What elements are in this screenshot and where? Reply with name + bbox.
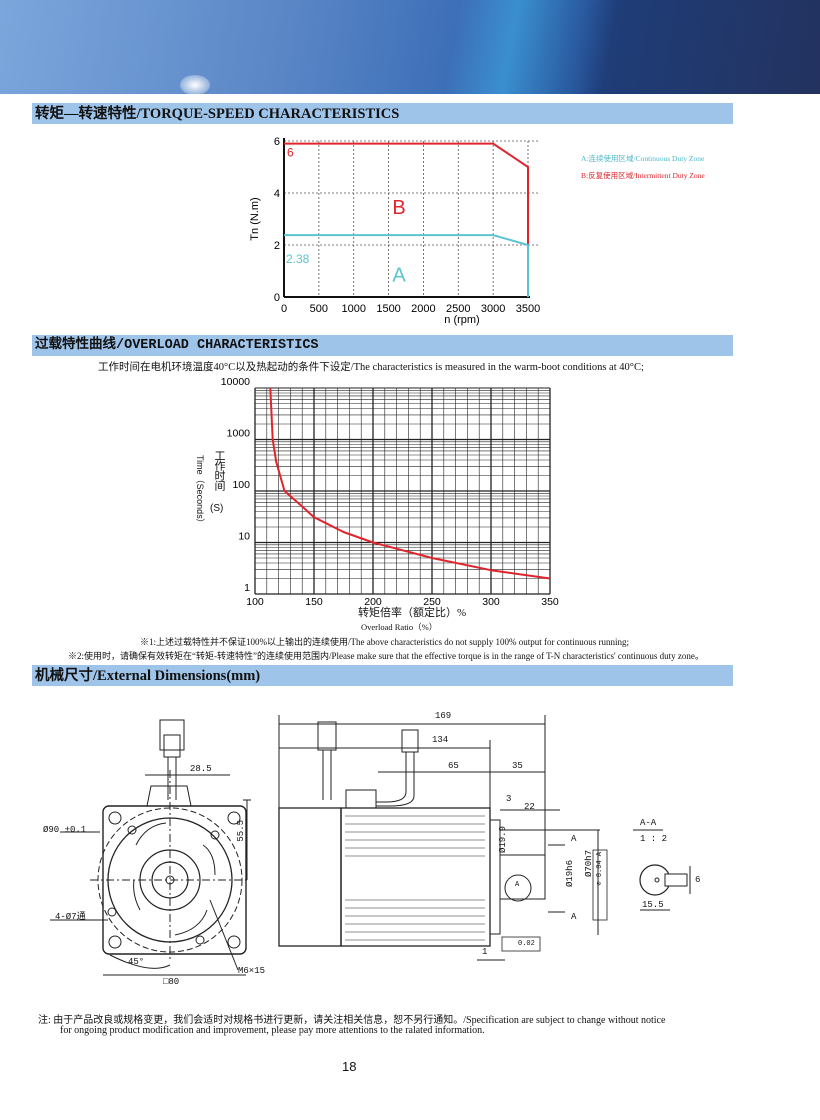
x-tick-label: 1500 — [376, 303, 400, 315]
y-tick-label: 10 — [238, 531, 250, 543]
dimensions-section-title: 机械尺寸/External Dimensions(mm) — [32, 665, 733, 686]
y-tick-label: 2 — [274, 240, 280, 252]
dim-19-9: Ø19.9 — [498, 826, 508, 854]
section-mark-bottom: A — [571, 912, 577, 922]
dim-6: 6 — [695, 875, 701, 885]
zone-a-label: A — [392, 264, 406, 286]
series-line-b — [284, 142, 529, 245]
torque-section-title: 转矩—转速特性/TORQUE-SPEED CHARACTERISTICS — [32, 103, 733, 124]
header-banner — [0, 0, 820, 95]
footer-note-line2: for ongoing product modification and imp… — [60, 1025, 485, 1036]
dim-22: 22 — [524, 802, 535, 812]
y-tick-label: 4 — [274, 188, 280, 200]
x-tick-label: 2500 — [446, 303, 470, 315]
dim-70h7: Ø70h7 — [584, 850, 594, 878]
side-view — [278, 715, 608, 961]
runout-value: 0.02 — [518, 940, 535, 948]
y-tick-label: 1 — [244, 582, 250, 594]
x-tick-label: 3000 — [481, 303, 505, 315]
dim-angle: 45° — [128, 957, 145, 967]
x-tick-label: 150 — [305, 596, 323, 608]
dim-134: 134 — [432, 735, 449, 745]
x-tick-label: 500 — [310, 303, 328, 315]
section-view — [633, 829, 691, 911]
zone-b-label: B — [392, 197, 405, 219]
overload-note-2: ※2:使用时，请确保有效转矩在“转矩-转速特性”的连续使用范围内/Please … — [68, 651, 704, 661]
overload-section-title: 过载特性曲线/OVERLOAD CHARACTERISTICS — [32, 335, 733, 356]
y-tick-label: 0 — [274, 292, 280, 304]
dimension-drawing — [50, 715, 691, 976]
x-tick-label: 100 — [246, 596, 264, 608]
footer-note-line1: 注: 由于产品改良或规格变更，我们会适时对规格书进行更新，请关注相关信息，恕不另… — [38, 1015, 666, 1026]
y-tick-label: 100 — [232, 479, 250, 491]
x-tick-label: 3500 — [516, 303, 540, 315]
overload-ylabel-unit: (S) — [210, 503, 224, 514]
dim-55-5: 55.5 — [236, 820, 246, 842]
overload-curve — [269, 387, 551, 580]
legend-intermittent: B:反复使用区域/Intermittent Duty Zone — [581, 171, 705, 180]
x-tick-label: 250 — [423, 596, 441, 608]
overload-condition: 工作时间在电机环境温度40°C以及热起动的条件下设定/The character… — [98, 362, 644, 373]
section-scale: 1 : 2 — [640, 834, 668, 844]
overload-ylabel-en: Time（Seconds） — [195, 455, 205, 528]
x-tick-label: 0 — [281, 303, 287, 315]
torque-speed-chart: 0 500 1000 1500 2000 2500 3000 3500 0 2 4 6 n (rpm) T… — [249, 136, 540, 326]
tolerance-frame: ⊘ 0.04 A — [596, 852, 604, 886]
dim-35: 35 — [512, 761, 523, 771]
x-tick-label: 1000 — [341, 303, 365, 315]
peak-torque-label: 6 — [287, 146, 294, 160]
dim-thread: M6×15 — [238, 966, 266, 976]
x-tick-label: 300 — [482, 596, 500, 608]
dim-15-5: 15.5 — [642, 900, 664, 910]
overload-note-1: ※1:上述过载特性并不保证100%以上输出的连续使用/The above cha… — [140, 637, 629, 647]
x-tick-label: 200 — [364, 596, 382, 608]
x-axis-label: n (rpm) — [444, 314, 479, 326]
y-axis-label: Tn (N.m) — [249, 197, 261, 240]
dim-28-5: 28.5 — [190, 764, 212, 774]
dim-square: □80 — [163, 977, 180, 987]
section-title: A-A — [640, 818, 657, 828]
y-tick-label: 1000 — [227, 428, 251, 440]
front-view — [50, 719, 251, 976]
x-tick-label: 2000 — [411, 303, 435, 315]
rated-torque-label: 2.38 — [286, 252, 310, 266]
dim-90: Ø90 ±0.1 — [43, 825, 87, 835]
dim-169: 169 — [435, 711, 452, 721]
y-tick-label: 10000 — [221, 376, 250, 388]
dim-19h6: Ø19h6 — [565, 860, 575, 888]
dim-holes: 4-Ø7通 — [55, 912, 86, 922]
series-line-a — [284, 234, 529, 297]
section-mark-top: A — [571, 834, 577, 844]
y-tick-label: 6 — [274, 136, 280, 148]
datum-a: A — [515, 881, 520, 889]
overload-ylabel-cn: 工作时间 — [213, 450, 225, 490]
dim-3: 3 — [506, 794, 512, 804]
legend-continuous: A:连续使用区域/Continuous Duty Zone — [581, 154, 705, 163]
dim-1: 1 — [482, 947, 488, 957]
overload-chart: 100 150 200 250 300 350 1 10 100 1000 10000 — [221, 376, 559, 608]
x-tick-label: 350 — [541, 596, 559, 608]
overload-xlabel-en: Overload Ratio（%） — [361, 622, 438, 632]
page-number: 18 — [342, 1059, 357, 1074]
overload-xlabel-cn: 转矩倍率（额定比）% — [358, 607, 467, 619]
dim-65: 65 — [448, 761, 459, 771]
